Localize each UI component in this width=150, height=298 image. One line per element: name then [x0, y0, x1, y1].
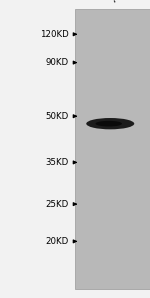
Text: 35KD: 35KD [46, 158, 69, 167]
Text: 20KD: 20KD [46, 237, 69, 246]
Ellipse shape [96, 121, 122, 126]
Text: 50KD: 50KD [46, 112, 69, 121]
Ellipse shape [86, 118, 134, 129]
Bar [75, 9, 150, 289]
Text: 120KD: 120KD [40, 30, 69, 39]
Text: 90KD: 90KD [46, 58, 69, 67]
Text: 25KD: 25KD [46, 200, 69, 209]
Text: A549: A549 [110, 0, 133, 4]
